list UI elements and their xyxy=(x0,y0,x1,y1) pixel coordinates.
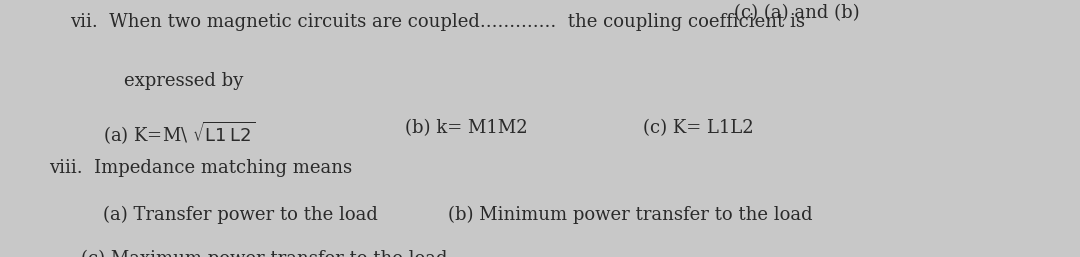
Text: viii.  Impedance matching means: viii. Impedance matching means xyxy=(49,159,352,177)
Text: (c) Maximum power transfer to the load.: (c) Maximum power transfer to the load. xyxy=(81,249,454,257)
Text: (a) K=M\ $\sqrt{\mathrm{L1\,L2}}$: (a) K=M\ $\sqrt{\mathrm{L1\,L2}}$ xyxy=(103,120,255,146)
Text: (a) Transfer power to the load: (a) Transfer power to the load xyxy=(103,206,378,224)
Text: vii.  When two magnetic circuits are coupled.............  the coupling coeffici: vii. When two magnetic circuits are coup… xyxy=(70,13,806,31)
Text: expressed by: expressed by xyxy=(124,72,243,90)
Text: (b) k= M1M2: (b) k= M1M2 xyxy=(405,120,528,137)
Text: (c) K= L1L2: (c) K= L1L2 xyxy=(643,120,753,137)
Text: (b) Minimum power transfer to the load: (b) Minimum power transfer to the load xyxy=(448,206,813,224)
Text: (c) (a) and (b): (c) (a) and (b) xyxy=(734,4,860,22)
